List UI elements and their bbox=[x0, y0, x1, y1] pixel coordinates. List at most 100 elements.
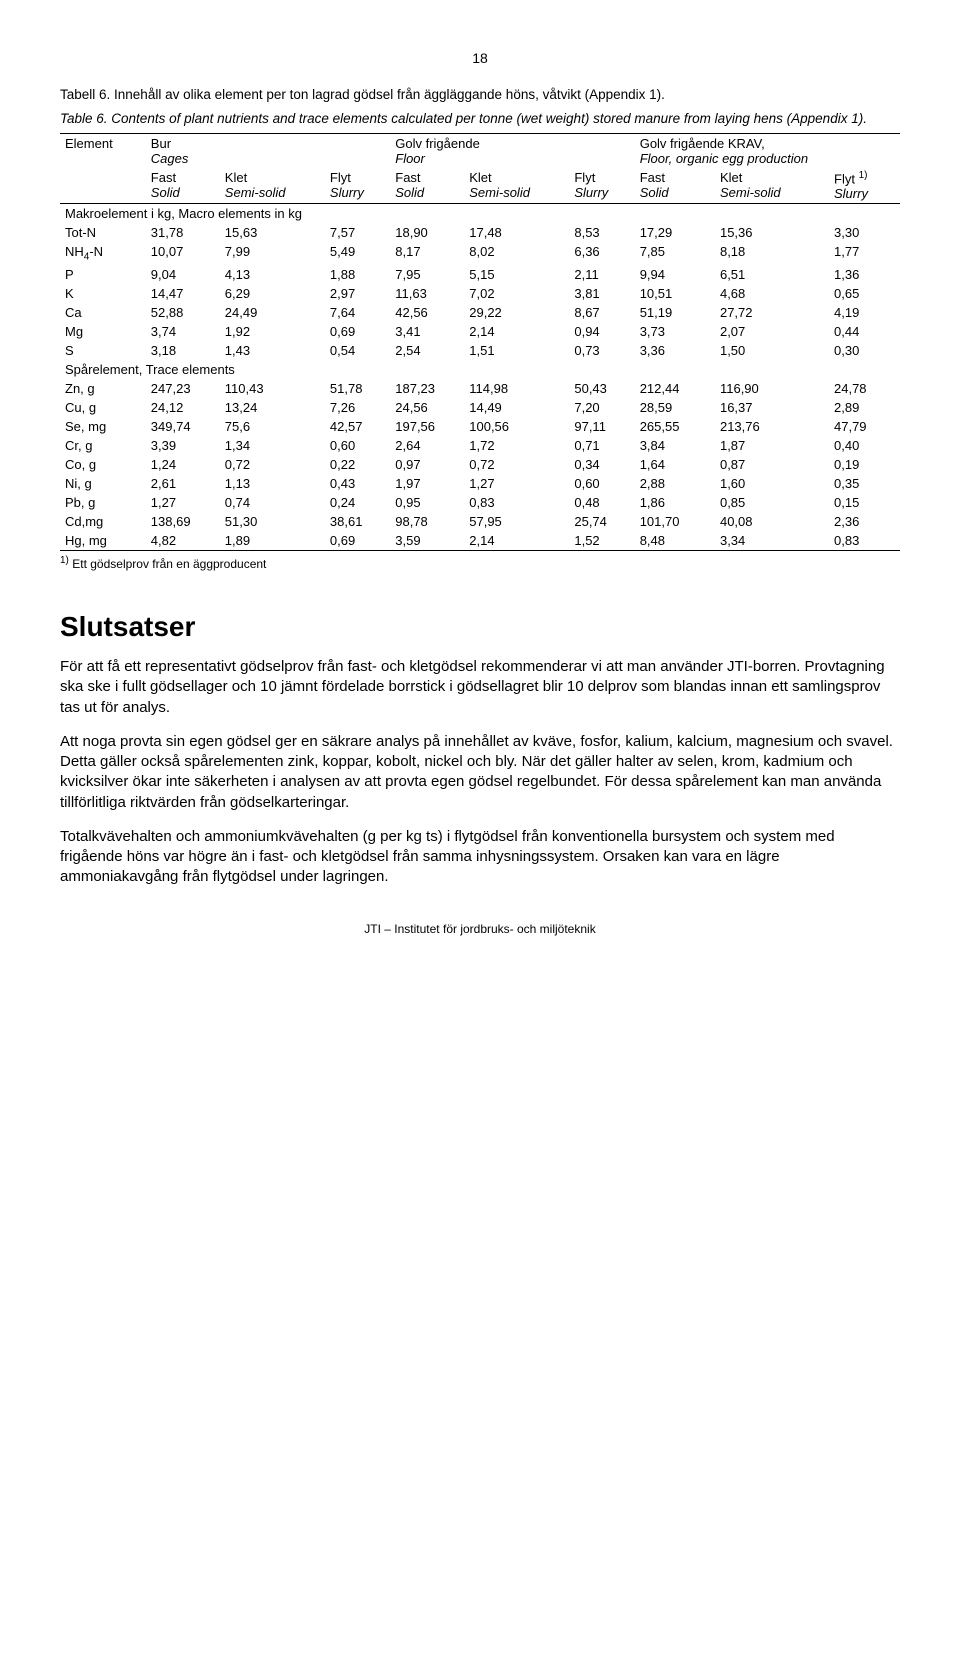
table-cell: 1,43 bbox=[220, 341, 325, 360]
table-cell: 97,11 bbox=[569, 417, 634, 436]
table-cell: 1,24 bbox=[146, 455, 220, 474]
group-floor: Golv frigående Floor bbox=[390, 134, 634, 169]
table-cell: 42,57 bbox=[325, 417, 390, 436]
table-cell: 3,41 bbox=[390, 322, 464, 341]
table-cell: 265,55 bbox=[635, 417, 715, 436]
table-cell: 4,13 bbox=[220, 265, 325, 284]
row-label: Pb, g bbox=[60, 493, 146, 512]
table-cell: 16,37 bbox=[715, 398, 829, 417]
table-caption-sv: Tabell 6. Innehåll av olika element per … bbox=[60, 86, 900, 104]
page-number: 18 bbox=[60, 50, 900, 66]
table-cell: 2,07 bbox=[715, 322, 829, 341]
table-cell: 7,64 bbox=[325, 303, 390, 322]
heading-slutsatser: Slutsatser bbox=[60, 611, 900, 643]
slurry-label-3: Slurry bbox=[834, 186, 868, 201]
table-cell: 51,30 bbox=[220, 512, 325, 531]
slurry-label-2: Slurry bbox=[574, 185, 608, 200]
solid-label-3: Solid bbox=[640, 185, 669, 200]
group-krav: Golv frigående KRAV, Floor, organic egg … bbox=[635, 134, 900, 169]
table-cell: 349,74 bbox=[146, 417, 220, 436]
table-cell: 2,14 bbox=[464, 531, 569, 551]
table-cell: 6,29 bbox=[220, 284, 325, 303]
table-cell: 0,35 bbox=[829, 474, 900, 493]
table-cell: 9,04 bbox=[146, 265, 220, 284]
flyt1-label: Flyt bbox=[834, 171, 859, 186]
table-cell: 0,83 bbox=[829, 531, 900, 551]
data-table: Element Bur Cages Golv frigående Floor G… bbox=[60, 133, 900, 551]
solid-label-2: Solid bbox=[395, 185, 424, 200]
group-floor-b: Floor bbox=[395, 151, 425, 166]
table-cell: 2,11 bbox=[569, 265, 634, 284]
table-cell: 15,63 bbox=[220, 223, 325, 242]
row-label: Se, mg bbox=[60, 417, 146, 436]
blank-cell bbox=[60, 168, 146, 204]
table-cell: 3,39 bbox=[146, 436, 220, 455]
col-element: Element bbox=[60, 134, 146, 169]
col-flyt-3: Flyt 1) Slurry bbox=[829, 168, 900, 204]
table-cell: 5,49 bbox=[325, 242, 390, 265]
table-cell: 8,48 bbox=[635, 531, 715, 551]
flyt1-sup: 1) bbox=[859, 170, 868, 181]
table-cell: 1,34 bbox=[220, 436, 325, 455]
table-cell: 8,67 bbox=[569, 303, 634, 322]
table-cell: 2,89 bbox=[829, 398, 900, 417]
col-klet-2: Klet Semi-solid bbox=[464, 168, 569, 204]
table-cell: 3,81 bbox=[569, 284, 634, 303]
table-cell: 8,18 bbox=[715, 242, 829, 265]
section-trace: Spårelement, Trace elements bbox=[60, 360, 900, 379]
fast-label: Fast bbox=[151, 170, 176, 185]
row-label: Zn, g bbox=[60, 379, 146, 398]
semisolid-label: Semi-solid bbox=[225, 185, 286, 200]
table-cell: 17,29 bbox=[635, 223, 715, 242]
table-cell: 10,07 bbox=[146, 242, 220, 265]
row-label: S bbox=[60, 341, 146, 360]
col-flyt-2: Flyt Slurry bbox=[569, 168, 634, 204]
table-cell: 1,52 bbox=[569, 531, 634, 551]
table-cell: 7,20 bbox=[569, 398, 634, 417]
table-cell: 1,51 bbox=[464, 341, 569, 360]
footnote-text: Ett gödselprov från en äggproducent bbox=[69, 557, 266, 571]
section-macro: Makroelement i kg, Macro elements in kg bbox=[60, 204, 900, 224]
table-cell: 0,83 bbox=[464, 493, 569, 512]
table-cell: 0,69 bbox=[325, 322, 390, 341]
table-cell: 11,63 bbox=[390, 284, 464, 303]
row-label: Cr, g bbox=[60, 436, 146, 455]
table-cell: 3,73 bbox=[635, 322, 715, 341]
group-bur: Bur Cages bbox=[146, 134, 390, 169]
row-label: P bbox=[60, 265, 146, 284]
table-cell: 98,78 bbox=[390, 512, 464, 531]
row-label: Mg bbox=[60, 322, 146, 341]
footnote-sup: 1) bbox=[60, 555, 69, 566]
table-cell: 4,68 bbox=[715, 284, 829, 303]
table-cell: 24,56 bbox=[390, 398, 464, 417]
table-cell: 1,88 bbox=[325, 265, 390, 284]
table-cell: 40,08 bbox=[715, 512, 829, 531]
table-cell: 50,43 bbox=[569, 379, 634, 398]
row-label: NH4-N bbox=[60, 242, 146, 265]
group-krav-b: Floor, organic egg production bbox=[640, 151, 808, 166]
table-cell: 9,94 bbox=[635, 265, 715, 284]
group-krav-a: Golv frigående KRAV, bbox=[640, 136, 765, 151]
table-cell: 187,23 bbox=[390, 379, 464, 398]
table-cell: 110,43 bbox=[220, 379, 325, 398]
table-cell: 3,84 bbox=[635, 436, 715, 455]
group-bur-a: Bur bbox=[151, 136, 171, 151]
table-cell: 24,12 bbox=[146, 398, 220, 417]
table-cell: 27,72 bbox=[715, 303, 829, 322]
table-cell: 29,22 bbox=[464, 303, 569, 322]
slurry-label: Slurry bbox=[330, 185, 364, 200]
table-cell: 0,24 bbox=[325, 493, 390, 512]
table-cell: 14,49 bbox=[464, 398, 569, 417]
table-cell: 1,27 bbox=[146, 493, 220, 512]
klet-label-3: Klet bbox=[720, 170, 742, 185]
table-cell: 15,36 bbox=[715, 223, 829, 242]
row-label: Hg, mg bbox=[60, 531, 146, 551]
klet-label-2: Klet bbox=[469, 170, 491, 185]
table-cell: 3,74 bbox=[146, 322, 220, 341]
table-cell: 0,15 bbox=[829, 493, 900, 512]
table-cell: 2,64 bbox=[390, 436, 464, 455]
table-cell: 0,69 bbox=[325, 531, 390, 551]
table-cell: 1,36 bbox=[829, 265, 900, 284]
table-cell: 0,60 bbox=[569, 474, 634, 493]
table-cell: 10,51 bbox=[635, 284, 715, 303]
